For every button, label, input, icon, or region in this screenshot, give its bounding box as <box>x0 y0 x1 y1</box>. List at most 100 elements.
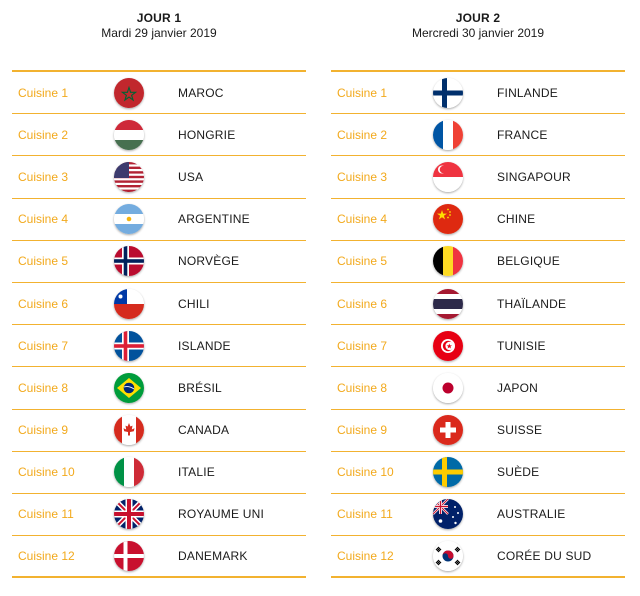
country-name: BELGIQUE <box>497 254 560 269</box>
japan-flag-icon <box>433 372 463 403</box>
cuisine-label: Cuisine 4 <box>18 212 69 227</box>
table-row: Cuisine 2 FRANCE <box>331 114 625 157</box>
table-row: Cuisine 3 USA <box>12 156 306 199</box>
table-row: Cuisine 12 CORÉE DU SUD <box>331 536 625 579</box>
cuisine-label: Cuisine 7 <box>18 338 69 353</box>
cuisine-label: Cuisine 6 <box>18 296 69 311</box>
country-name: CHINE <box>497 212 536 227</box>
denmark-flag-icon <box>114 541 144 572</box>
day2-header: JOUR 2 Mercredi 30 janvier 2019 <box>331 0 625 70</box>
cuisine-label: Cuisine 4 <box>337 212 388 227</box>
cuisine-label: Cuisine 11 <box>337 507 393 522</box>
brazil-flag-icon <box>114 372 144 403</box>
france-flag-icon <box>433 119 463 150</box>
country-name: CORÉE DU SUD <box>497 549 592 564</box>
canada-flag-icon <box>114 415 144 446</box>
country-name: JAPON <box>497 380 539 395</box>
china-flag-icon <box>433 204 463 235</box>
cuisine-label: Cuisine 3 <box>337 169 388 184</box>
cuisine-label: Cuisine 10 <box>18 465 75 480</box>
day2-column: JOUR 2 Mercredi 30 janvier 2019 Cuisine … <box>331 0 625 579</box>
day1-column: JOUR 1 Mardi 29 janvier 2019 Cuisine 1 MA… <box>12 0 306 579</box>
table-row: Cuisine 9 SUISSE <box>331 410 625 452</box>
table-row: Cuisine 6 CHILI <box>12 283 306 326</box>
country-name: ARGENTINE <box>178 212 250 227</box>
country-name: CANADA <box>178 423 230 438</box>
table-row: Cuisine 4 CHINE <box>331 199 625 241</box>
country-name: ITALIE <box>178 465 215 480</box>
table-row: Cuisine 8 JAPON <box>331 367 625 410</box>
cuisine-label: Cuisine 1 <box>337 85 388 100</box>
cuisine-label: Cuisine 11 <box>18 507 74 522</box>
chile-flag-icon <box>114 288 144 319</box>
country-name: NORVÈGE <box>178 254 240 269</box>
cuisine-label: Cuisine 9 <box>18 423 69 438</box>
morocco-flag-icon <box>114 77 144 108</box>
belgium-flag-icon <box>433 246 463 277</box>
table-row: Cuisine 6 THAÏLANDE <box>331 283 625 326</box>
italy-flag-icon <box>114 457 144 488</box>
cuisine-label: Cuisine 10 <box>337 465 394 480</box>
table-row: Cuisine 7 TUNISIE <box>331 325 625 368</box>
day2-date: Mercredi 30 janvier 2019 <box>411 26 545 40</box>
table-row: Cuisine 5 BELGIQUE <box>331 241 625 283</box>
table-row: Cuisine 12 DANEMARK <box>12 536 306 579</box>
cuisine-label: Cuisine 6 <box>337 296 388 311</box>
table-row: Cuisine 4 ARGENTINE <box>12 199 306 241</box>
iceland-flag-icon <box>114 330 144 361</box>
table-row: Cuisine 11 AUSTRALIE <box>331 494 625 537</box>
finland-flag-icon <box>433 77 463 108</box>
cuisine-label: Cuisine 12 <box>18 549 75 564</box>
argentina-flag-icon <box>114 204 144 235</box>
table-row: Cuisine 1 FINLANDE <box>331 72 625 115</box>
cuisine-label: Cuisine 1 <box>18 85 69 100</box>
country-name: THAÏLANDE <box>497 296 567 311</box>
country-name: MAROC <box>178 85 224 100</box>
table-row: Cuisine 1 MAROC <box>12 72 306 115</box>
cuisine-label: Cuisine 7 <box>337 338 388 353</box>
country-name: BRÉSIL <box>178 380 222 395</box>
table-row: Cuisine 9 CANADA <box>12 410 306 452</box>
country-name: TUNISIE <box>497 338 546 353</box>
day2-schedule-table: Cuisine 1 FINLANDE Cuisine 2 FRANCE Cuisine … <box>331 70 625 579</box>
cuisine-label: Cuisine 12 <box>337 549 394 564</box>
usa-flag-icon <box>114 161 144 192</box>
day1-schedule-table: Cuisine 1 MAROC Cuisine 2 HONGRIE Cuisine 3 U… <box>12 70 306 579</box>
day1-title: JOUR 1 <box>136 11 182 25</box>
day2-title: JOUR 2 <box>455 11 501 25</box>
country-name: AUSTRALIE <box>497 507 566 522</box>
cuisine-label: Cuisine 9 <box>337 423 388 438</box>
australia-flag-icon <box>433 499 463 530</box>
cuisine-label: Cuisine 5 <box>337 254 388 269</box>
country-name: HONGRIE <box>178 127 236 142</box>
table-row: Cuisine 11 ROYAUME UNI <box>12 494 306 537</box>
switzerland-flag-icon <box>433 415 463 446</box>
hungary-flag-icon <box>114 119 144 150</box>
table-row: Cuisine 8 BRÉSIL <box>12 367 306 410</box>
table-row: Cuisine 2 HONGRIE <box>12 114 306 157</box>
country-name: USA <box>178 169 204 184</box>
country-name: FRANCE <box>497 127 548 142</box>
country-name: CHILI <box>178 296 210 311</box>
day1-date: Mardi 29 janvier 2019 <box>101 26 217 40</box>
country-name: ROYAUME UNI <box>178 507 264 522</box>
cuisine-label: Cuisine 8 <box>18 380 69 395</box>
country-name: DANEMARK <box>178 549 248 564</box>
cuisine-label: Cuisine 5 <box>18 254 69 269</box>
norway-flag-icon <box>114 246 144 277</box>
table-row: Cuisine 3 SINGAPOUR <box>331 156 625 199</box>
country-name: FINLANDE <box>497 85 558 100</box>
south-korea-flag-icon <box>433 541 463 572</box>
thailand-flag-icon <box>433 288 463 319</box>
country-name: SINGAPOUR <box>497 169 571 184</box>
cuisine-label: Cuisine 2 <box>18 127 69 142</box>
country-name: SUISSE <box>497 423 543 438</box>
cuisine-label: Cuisine 3 <box>18 169 69 184</box>
cuisine-label: Cuisine 2 <box>337 127 388 142</box>
table-row: Cuisine 10 ITALIE <box>12 452 306 494</box>
table-row: Cuisine 7 ISLANDE <box>12 325 306 368</box>
singapore-flag-icon <box>433 161 463 192</box>
country-name: ISLANDE <box>178 338 231 353</box>
tunisia-flag-icon <box>433 330 463 361</box>
table-row: Cuisine 10 SUÈDE <box>331 452 625 494</box>
